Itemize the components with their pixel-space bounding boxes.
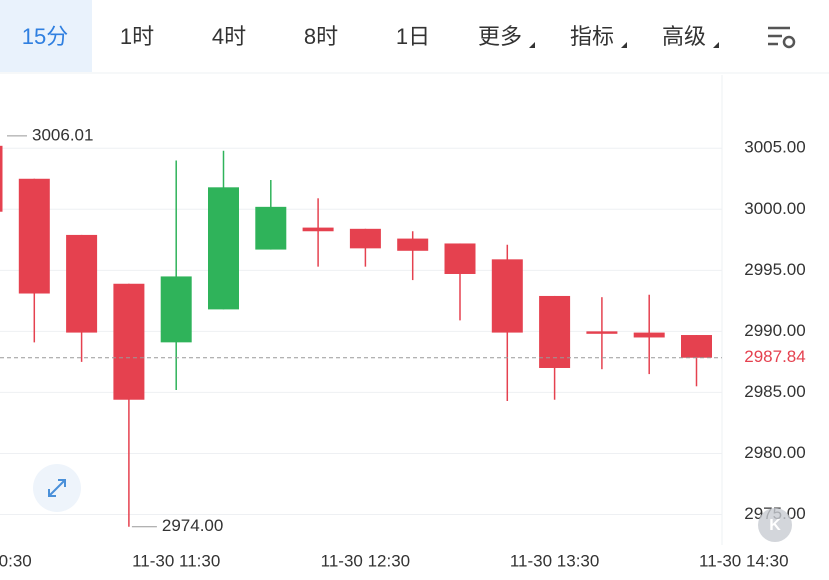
x-tick-label: 11-30 12:30: [321, 551, 410, 570]
tab[interactable]: 高级: [662, 24, 706, 49]
candle-body: [255, 206, 287, 250]
tab[interactable]: 15分: [22, 24, 68, 49]
y-tick-label: 3005.00: [744, 138, 805, 157]
dropdown-arrow: [621, 42, 627, 48]
candle-body: [302, 227, 334, 232]
tab[interactable]: 1日: [396, 24, 430, 49]
svg-text:K: K: [769, 517, 781, 534]
y-tick-label: 2980.00: [744, 443, 805, 462]
candle-body: [397, 238, 429, 251]
tab[interactable]: 8时: [304, 24, 338, 49]
y-tick-label: 2990.00: [744, 321, 805, 340]
candle-body: [160, 276, 192, 343]
candle-body: [349, 228, 381, 249]
tab[interactable]: 4时: [212, 24, 246, 49]
candle-body: [491, 259, 523, 333]
y-tick-label: 2995.00: [744, 260, 805, 279]
candle-body: [113, 283, 145, 400]
tab[interactable]: 指标: [570, 24, 614, 49]
candle-body: [208, 187, 239, 310]
dropdown-arrow: [713, 42, 719, 48]
y-tick-label: 2985.00: [744, 382, 805, 401]
logo: K: [758, 508, 792, 542]
expand-button[interactable]: [33, 464, 81, 512]
candle-body: [586, 331, 618, 334]
candle-body: [539, 295, 571, 368]
x-tick-label: 11-30 10:30: [0, 551, 32, 570]
dropdown-arrow: [529, 42, 535, 48]
tab[interactable]: 1时: [120, 24, 154, 49]
last-price-bg: [724, 344, 829, 371]
last-price-label: 2987.84: [744, 347, 805, 366]
active-tab-bg: [0, 0, 92, 72]
x-tick-label: 11-30 14:30: [699, 551, 788, 570]
candle-body: [66, 234, 98, 333]
low-marker-label: 2974.00: [162, 516, 223, 535]
candle-body: [681, 335, 712, 358]
x-tick-label: 11-30 11:30: [132, 551, 220, 570]
settings-icon[interactable]: [768, 26, 796, 49]
candle-body: [18, 178, 50, 294]
y-tick-label: 3000.00: [744, 199, 805, 218]
x-tick-label: 11-30 13:30: [510, 551, 599, 570]
candle-body: [444, 243, 476, 274]
candle-body: [0, 145, 3, 212]
high-marker-label: 3006.01: [32, 125, 93, 144]
tab[interactable]: 更多: [478, 24, 522, 49]
candle-body: [633, 332, 665, 338]
